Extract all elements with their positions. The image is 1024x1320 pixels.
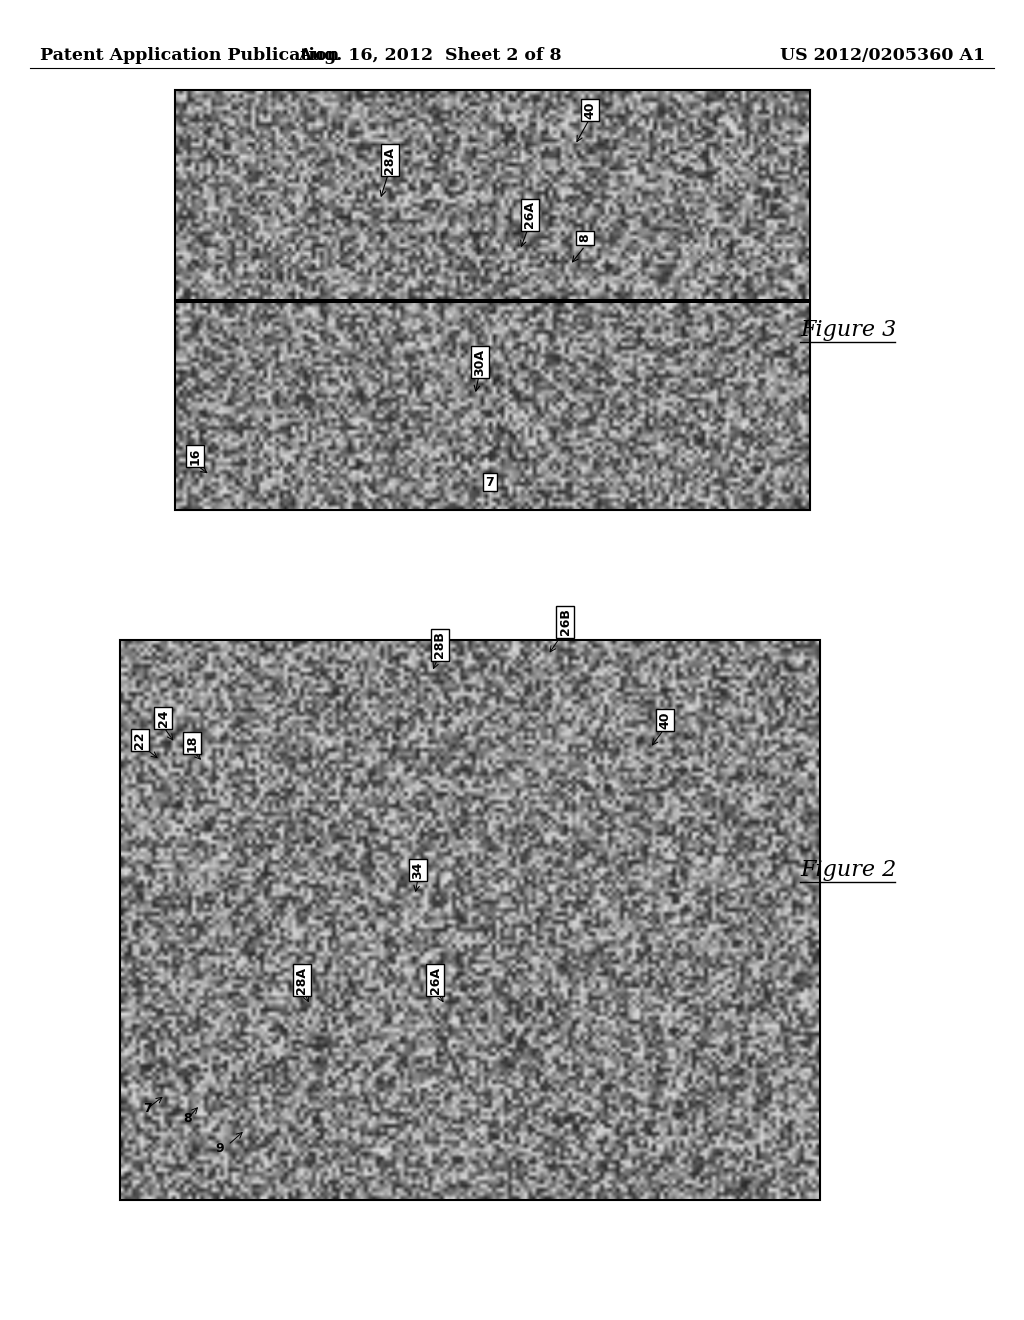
Text: 18: 18 [185, 734, 199, 751]
Text: 9: 9 [216, 1142, 224, 1155]
Text: 22: 22 [133, 731, 146, 748]
Text: 26A: 26A [523, 202, 537, 228]
Text: US 2012/0205360 A1: US 2012/0205360 A1 [780, 46, 985, 63]
Text: 40: 40 [584, 102, 597, 119]
Text: 26B: 26B [558, 609, 571, 635]
Text: 26A: 26A [428, 966, 441, 994]
Text: 40: 40 [658, 711, 672, 729]
Bar [120, 640, 820, 1200]
Text: 28A: 28A [384, 147, 396, 173]
Text: 30A: 30A [473, 348, 486, 375]
Text: 28B: 28B [433, 631, 446, 659]
Text: 34: 34 [412, 862, 425, 879]
Bar [175, 302, 810, 510]
Text: 28A: 28A [296, 966, 308, 994]
Text: Figure 3: Figure 3 [800, 319, 896, 341]
Text: 24: 24 [157, 709, 170, 727]
Text: 8: 8 [183, 1111, 193, 1125]
Text: Aug. 16, 2012  Sheet 2 of 8: Aug. 16, 2012 Sheet 2 of 8 [298, 46, 562, 63]
Bar [175, 90, 810, 300]
Text: 7: 7 [485, 475, 495, 488]
Text: 8: 8 [579, 234, 592, 243]
Text: 16: 16 [188, 447, 202, 465]
Text: Figure 2: Figure 2 [800, 859, 896, 880]
Text: Patent Application Publication: Patent Application Publication [40, 46, 339, 63]
Text: 7: 7 [143, 1101, 153, 1114]
